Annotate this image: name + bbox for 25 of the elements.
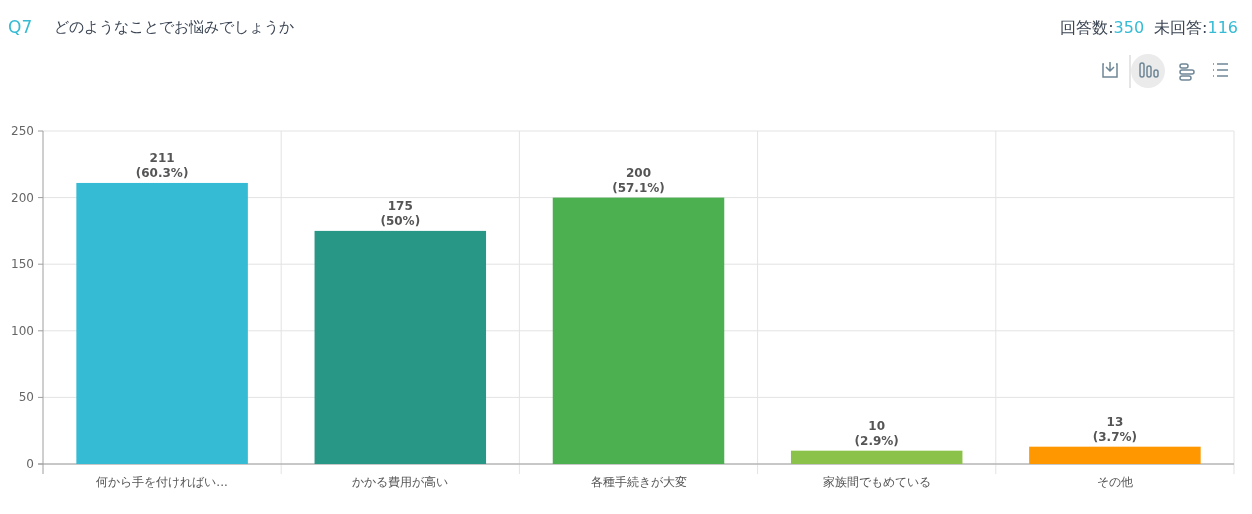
data-label: 175 (50%) [380,198,421,228]
bar [790,450,963,464]
text: 回答数:350 [1060,18,1145,37]
x-tick-label: その他 [1096,475,1133,489]
x-tick-label: 家族間でもめている [822,475,931,489]
y-tick-label: 0 [26,457,34,471]
text: Q7 [8,17,33,37]
y-tick-label: 50 [18,390,34,405]
chart-title: どのようなことでお悩みでしょうか [54,18,294,36]
bar [552,197,725,464]
bar [314,230,487,464]
x-tick-label: 何から手を付ければい... [96,475,228,489]
y-tick-label: 100 [11,323,34,338]
x-tick-label: 各種手続きが大変 [590,475,687,489]
bar [1029,446,1201,464]
text: 未回答:116 [1154,18,1238,37]
y-tick-label: 150 [11,257,34,272]
y-tick-label: 200 [11,190,34,205]
data-label: 13 (3.7%) [1092,414,1138,444]
bar [76,182,248,464]
x-tick-label: かかる費用が高い [352,475,449,489]
data-label: 211 (60.3%) [135,150,189,180]
data-label: 10 (2.9%) [854,418,899,448]
data-label: 200 (57.1%) [612,165,665,195]
y-tick-label: 250 [11,124,34,138]
